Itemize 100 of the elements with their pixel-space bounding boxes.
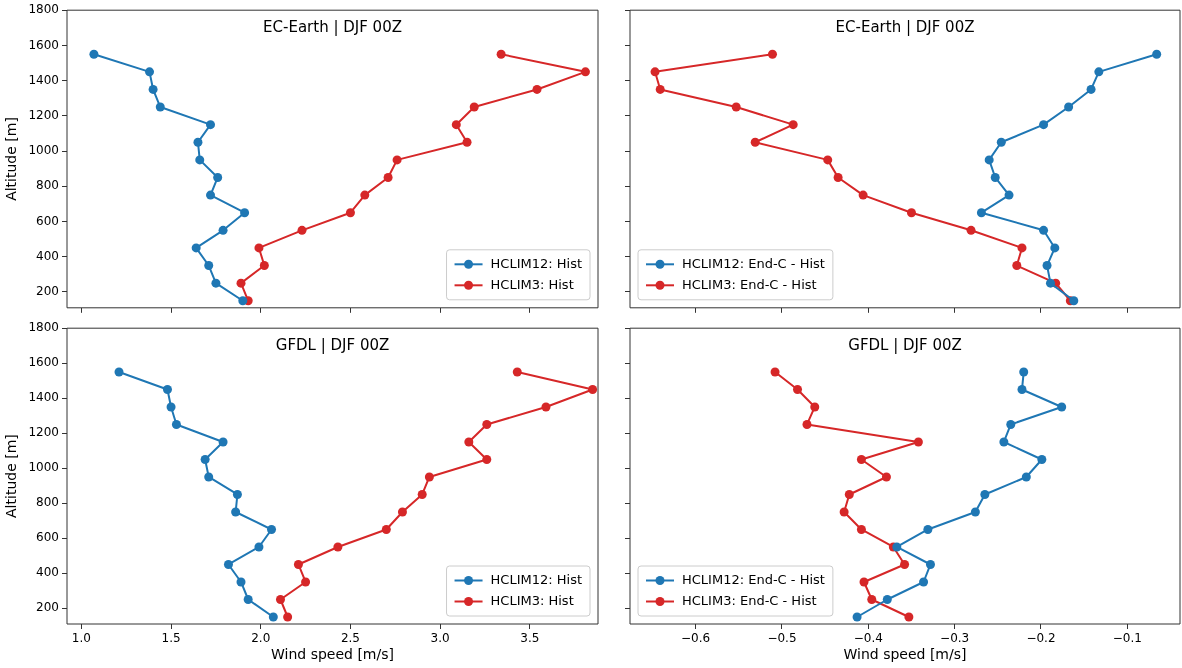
x-axis-title: Wind speed [m/s]	[843, 646, 967, 663]
y-tick-label: 600	[36, 530, 59, 545]
point	[892, 542, 902, 552]
point	[770, 367, 780, 377]
x-tick-label: −0.1	[1112, 631, 1142, 646]
point	[267, 524, 277, 534]
x-tick-label: 2.5	[340, 631, 360, 646]
point	[162, 384, 172, 394]
point	[297, 225, 307, 235]
point	[844, 489, 854, 499]
point	[881, 472, 891, 482]
legend-label: HCLIM3: End-C - Hist	[682, 592, 817, 608]
point	[1152, 49, 1162, 59]
point	[750, 137, 760, 147]
point	[424, 472, 434, 482]
point	[236, 577, 246, 587]
y-tick-label: 1000	[28, 460, 59, 475]
point	[482, 419, 492, 429]
y-tick-label: 200	[36, 600, 59, 615]
point	[1037, 454, 1047, 464]
point	[1006, 419, 1016, 429]
y-tick-label: 1200	[28, 107, 59, 122]
point	[381, 524, 391, 534]
x-tick-label: 2.0	[251, 631, 271, 646]
point	[588, 384, 598, 394]
point	[451, 120, 461, 130]
point	[301, 577, 311, 587]
point	[145, 67, 155, 77]
point	[1042, 261, 1052, 271]
x-tick-label: 3.5	[520, 631, 540, 646]
point	[833, 172, 843, 182]
point	[1017, 243, 1027, 253]
point	[1039, 120, 1049, 130]
y-tick-label: 800	[36, 495, 59, 510]
point	[114, 367, 124, 377]
point	[392, 155, 402, 165]
y-tick-label: 1200	[28, 425, 59, 440]
point	[333, 542, 343, 552]
point	[171, 419, 181, 429]
point	[243, 595, 253, 604]
point	[218, 225, 228, 235]
point	[204, 261, 214, 271]
x-tick-label: −0.3	[940, 631, 970, 646]
y-tick-label: 1800	[28, 2, 59, 17]
legend-label: HCLIM12: Hist	[490, 255, 583, 271]
point	[532, 84, 542, 94]
point	[204, 472, 214, 482]
point	[259, 261, 269, 271]
y-tick-label: 1400	[28, 390, 59, 405]
point	[206, 120, 216, 130]
point	[254, 542, 264, 552]
text: GFDL | DJF 00Z	[275, 335, 390, 354]
point	[211, 278, 221, 288]
point	[254, 243, 264, 253]
point	[810, 402, 820, 412]
y-tick-label: 1000	[28, 143, 59, 158]
point	[1004, 190, 1014, 200]
point	[1064, 102, 1074, 112]
point	[360, 190, 370, 200]
point	[1012, 261, 1022, 271]
legend-label: HCLIM3: Hist	[490, 592, 574, 608]
point	[867, 595, 877, 604]
point	[541, 402, 551, 412]
point	[464, 437, 474, 447]
point	[990, 172, 1000, 182]
point	[802, 419, 812, 429]
point	[650, 67, 660, 77]
point	[767, 49, 777, 59]
point	[996, 137, 1006, 147]
point	[462, 137, 472, 147]
y-tick-label: 1600	[28, 355, 59, 370]
point	[904, 612, 914, 622]
point	[900, 559, 910, 569]
point	[655, 84, 665, 94]
point	[1086, 84, 1096, 94]
point	[512, 367, 522, 377]
y-tick-label: 1800	[28, 320, 59, 335]
point	[859, 577, 869, 587]
x-tick-label: −0.6	[681, 631, 711, 646]
point	[966, 225, 976, 235]
point	[1057, 402, 1067, 412]
y-tick-label: 200	[36, 284, 59, 299]
point	[793, 384, 802, 394]
y-tick-label: 400	[36, 565, 59, 580]
text: GFDL | DJF 00Z	[848, 335, 962, 354]
x-tick-label: 1.5	[161, 631, 181, 646]
x-tick-label: −0.5	[767, 631, 797, 646]
point	[856, 454, 866, 464]
x-tick-label: −0.4	[853, 631, 883, 646]
point	[856, 524, 866, 534]
point	[417, 489, 427, 499]
point	[788, 120, 798, 130]
legend-label: HCLIM3: Hist	[490, 276, 574, 292]
point	[839, 507, 849, 517]
point	[232, 489, 242, 499]
y-tick-label: 600	[36, 213, 59, 228]
point	[383, 172, 393, 182]
point	[231, 507, 241, 517]
x-tick-label: 1.0	[71, 631, 91, 646]
point	[155, 102, 165, 112]
